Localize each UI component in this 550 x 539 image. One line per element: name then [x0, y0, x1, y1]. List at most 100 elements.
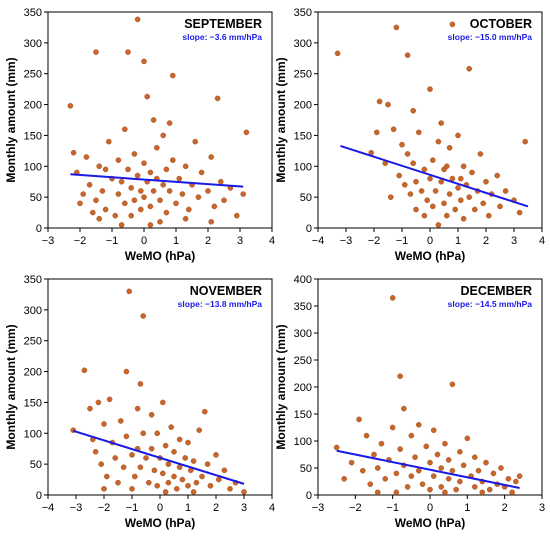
data-point: [70, 149, 77, 156]
data-point: [397, 373, 403, 380]
data-point: [408, 473, 415, 479]
x-axis-label: WeMO (hPa): [125, 516, 195, 530]
x-tick-label: −3: [312, 502, 325, 514]
data-point: [378, 440, 385, 447]
data-point: [104, 473, 110, 480]
data-point: [449, 381, 456, 388]
chart-panel-november: 0 50 100 150 200 250 300 350 −4 −3 −2 −1 0 1 2 3 4 WeMO (…: [4, 274, 275, 530]
y-tick-label: 100: [294, 161, 312, 173]
data-point: [471, 206, 478, 213]
data-point: [179, 191, 186, 197]
x-tick-label: −1: [386, 502, 399, 514]
data-point: [128, 212, 134, 219]
y-tick-label: 0: [306, 490, 312, 502]
data-point: [106, 396, 113, 403]
data-point: [169, 157, 176, 163]
data-point: [374, 465, 381, 471]
data-point: [483, 459, 489, 466]
data-point: [460, 215, 467, 222]
y-tick-label: 250: [294, 69, 312, 81]
chart-panel-september: 0 50 100 150 200 250 300 350 −3 −2 −1 0 1 2 3 4 WeMO (hP…: [4, 7, 275, 263]
data-point: [423, 443, 430, 450]
y-tick-label: 300: [294, 328, 312, 340]
data-point: [159, 399, 166, 406]
data-point: [131, 151, 138, 157]
data-point: [404, 484, 411, 490]
x-axis-label: WeMO (hPa): [395, 516, 465, 530]
data-point: [182, 163, 189, 170]
data-point: [457, 175, 464, 182]
data-point: [166, 188, 173, 194]
data-point: [221, 467, 228, 474]
data-point: [516, 209, 523, 216]
data-point: [452, 206, 459, 213]
x-tick-label: −3: [42, 235, 55, 247]
data-point: [154, 430, 160, 437]
x-tick-label: 0: [427, 502, 433, 514]
x-tick-label: 1: [464, 502, 470, 514]
data-point: [196, 427, 202, 434]
data-point: [438, 120, 445, 126]
x-tick-label: −2: [98, 502, 111, 514]
data-point: [137, 206, 144, 213]
data-point: [387, 194, 394, 200]
data-point: [123, 368, 130, 375]
data-point: [141, 160, 147, 166]
data-point: [401, 181, 408, 188]
data-point: [415, 421, 422, 428]
data-point: [141, 58, 147, 65]
y-tick-label: 100: [24, 428, 42, 440]
data-point: [446, 191, 453, 197]
data-point: [522, 138, 529, 145]
data-point: [163, 209, 170, 216]
x-tick-label: −2: [349, 502, 362, 514]
data-point: [471, 484, 478, 490]
data-point: [509, 489, 515, 496]
data-point: [415, 129, 422, 136]
trend-line: [336, 449, 520, 489]
data-point: [460, 163, 467, 170]
x-tick-label: 4: [269, 235, 275, 247]
data-point: [137, 381, 144, 387]
data-point: [410, 107, 417, 114]
data-point: [125, 166, 131, 173]
data-point: [98, 461, 104, 467]
y-axis-label: Monthly amount (mm): [274, 324, 288, 449]
data-point: [359, 467, 366, 474]
data-point: [182, 215, 189, 222]
data-point: [475, 467, 482, 474]
x-tick-label: 4: [539, 235, 545, 247]
data-point: [147, 203, 154, 210]
data-point: [213, 452, 219, 458]
data-point: [134, 16, 141, 23]
data-point: [396, 172, 403, 179]
x-tick-label: 3: [237, 235, 243, 247]
data-point: [477, 151, 484, 157]
data-point: [460, 462, 467, 469]
data-point: [201, 408, 208, 415]
x-tick-label: 0: [157, 502, 163, 514]
data-point: [160, 181, 166, 188]
data-point: [137, 188, 144, 194]
y-tick-label: 350: [294, 7, 312, 19]
data-point: [341, 475, 347, 482]
data-point: [128, 185, 134, 191]
x-tick-label: −2: [368, 235, 381, 247]
data-point: [457, 478, 463, 485]
data-point: [154, 482, 160, 489]
data-point: [120, 464, 127, 471]
data-point: [427, 86, 433, 92]
data-point: [217, 178, 224, 185]
data-point: [421, 166, 428, 173]
data-point: [333, 444, 340, 451]
data-point: [382, 475, 389, 482]
data-point: [93, 197, 99, 204]
data-point: [374, 489, 381, 496]
data-point: [125, 49, 131, 55]
data-point: [453, 486, 459, 493]
x-tick-label: 1: [455, 235, 461, 247]
data-point: [96, 163, 102, 170]
data-point: [185, 206, 192, 213]
data-point: [413, 178, 419, 185]
data-point: [438, 465, 445, 471]
